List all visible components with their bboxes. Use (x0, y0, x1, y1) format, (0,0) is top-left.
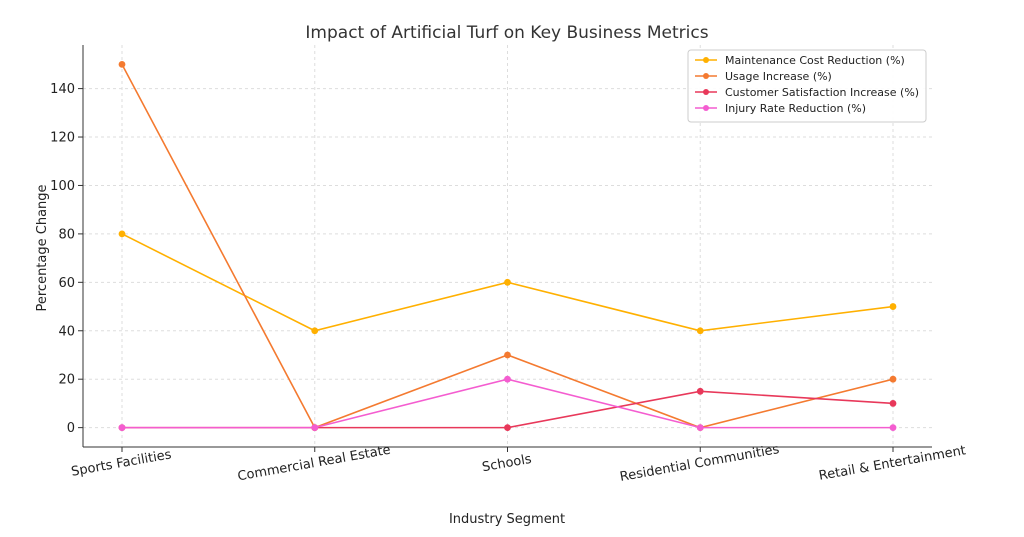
data-point (889, 400, 897, 407)
y-tick-label: 40 (58, 324, 75, 339)
y-tick-label: 100 (50, 179, 75, 194)
chart-title: Impact of Artificial Turf on Key Busines… (305, 23, 708, 43)
data-point (118, 60, 126, 68)
x-tick-label: Sports Facilities (70, 447, 173, 479)
x-axis-label: Industry Segment (449, 512, 565, 527)
x-tick-label: Commercial Real Estate (236, 443, 391, 485)
y-axis-label: Percentage Change (35, 184, 50, 311)
legend-item: Maintenance Cost Reduction (%) (695, 54, 905, 67)
data-point (311, 327, 319, 335)
data-point (504, 351, 511, 359)
legend-label: Injury Rate Reduction (%) (725, 102, 866, 115)
legend-label: Customer Satisfaction Increase (%) (725, 86, 919, 99)
legend-swatch-marker (703, 57, 709, 63)
y-tick-label: 20 (58, 373, 75, 388)
data-point (889, 303, 897, 310)
legend-box (687, 49, 927, 123)
legend-label: Maintenance Cost Reduction (%) (725, 54, 905, 67)
legend: Maintenance Cost Reduction (%) Usage Incr… (687, 49, 927, 123)
y-tick-label: 80 (58, 227, 75, 242)
x-tick-label: Retail & Entertainment (818, 443, 967, 484)
legend-item: Usage Increase (%) (695, 70, 832, 83)
data-point (311, 424, 319, 432)
legend-item: Customer Satisfaction Increase (%) (695, 86, 919, 99)
data-point (118, 424, 126, 432)
series (118, 60, 897, 432)
y-tick-labels: 0 20 40 60 80 100 120 140 (50, 82, 83, 436)
legend-swatch-marker (703, 89, 709, 95)
data-point (889, 424, 897, 432)
y-tick-label: 140 (50, 82, 75, 97)
legend-swatch-marker (703, 105, 709, 111)
legend-item: Injury Rate Reduction (%) (695, 102, 866, 115)
x-tick-labels: Sports Facilities Commercial Real Estate S… (70, 442, 967, 485)
series-line (122, 390, 894, 429)
legend-label: Usage Increase (%) (725, 70, 832, 83)
data-point (504, 424, 511, 432)
data-point (504, 375, 511, 383)
data-point (889, 375, 897, 383)
series-group (118, 375, 897, 432)
series-line (122, 378, 893, 429)
y-tick-label: 60 (58, 276, 75, 291)
data-point (696, 387, 704, 395)
data-point (696, 424, 704, 432)
data-point (696, 327, 704, 335)
legend-swatch-marker (703, 73, 709, 79)
y-tick-label: 0 (67, 421, 75, 436)
y-tick-label: 120 (50, 131, 75, 146)
data-point (118, 230, 126, 238)
series-group (118, 230, 897, 335)
x-tick-label: Schools (481, 452, 533, 475)
data-point (504, 278, 511, 286)
